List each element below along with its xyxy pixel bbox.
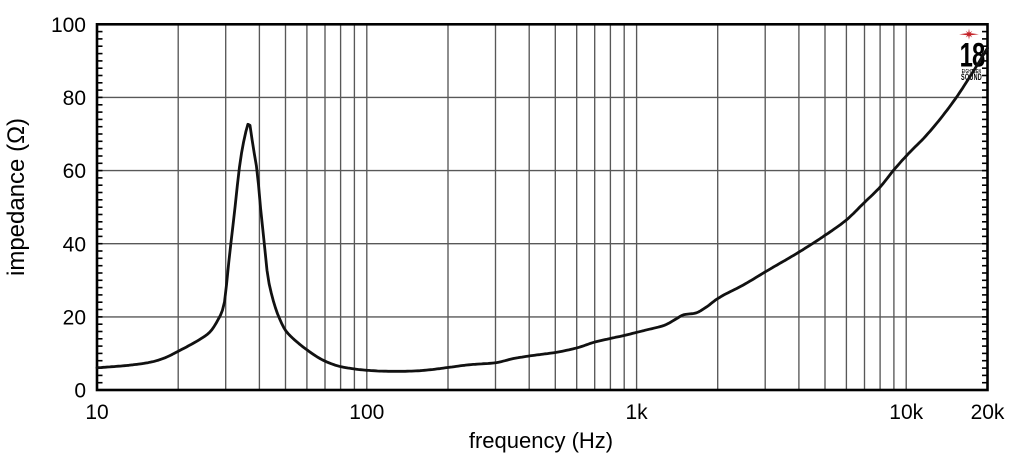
svg-text:20k: 20k bbox=[971, 401, 1005, 424]
svg-text:EIGHTEEN: EIGHTEEN bbox=[962, 68, 981, 74]
svg-text:40: 40 bbox=[63, 233, 86, 256]
svg-text:1k: 1k bbox=[626, 401, 649, 424]
svg-text:100: 100 bbox=[349, 401, 384, 424]
svg-text:impedance (Ω): impedance (Ω) bbox=[3, 118, 30, 276]
svg-text:100: 100 bbox=[51, 14, 86, 37]
svg-text:10: 10 bbox=[85, 401, 108, 424]
svg-text:0: 0 bbox=[74, 380, 86, 403]
svg-text:60: 60 bbox=[63, 160, 86, 183]
svg-text:frequency (Hz): frequency (Hz) bbox=[469, 428, 613, 453]
svg-text:20: 20 bbox=[63, 307, 86, 330]
svg-text:80: 80 bbox=[63, 87, 86, 110]
svg-text:10k: 10k bbox=[889, 401, 923, 424]
